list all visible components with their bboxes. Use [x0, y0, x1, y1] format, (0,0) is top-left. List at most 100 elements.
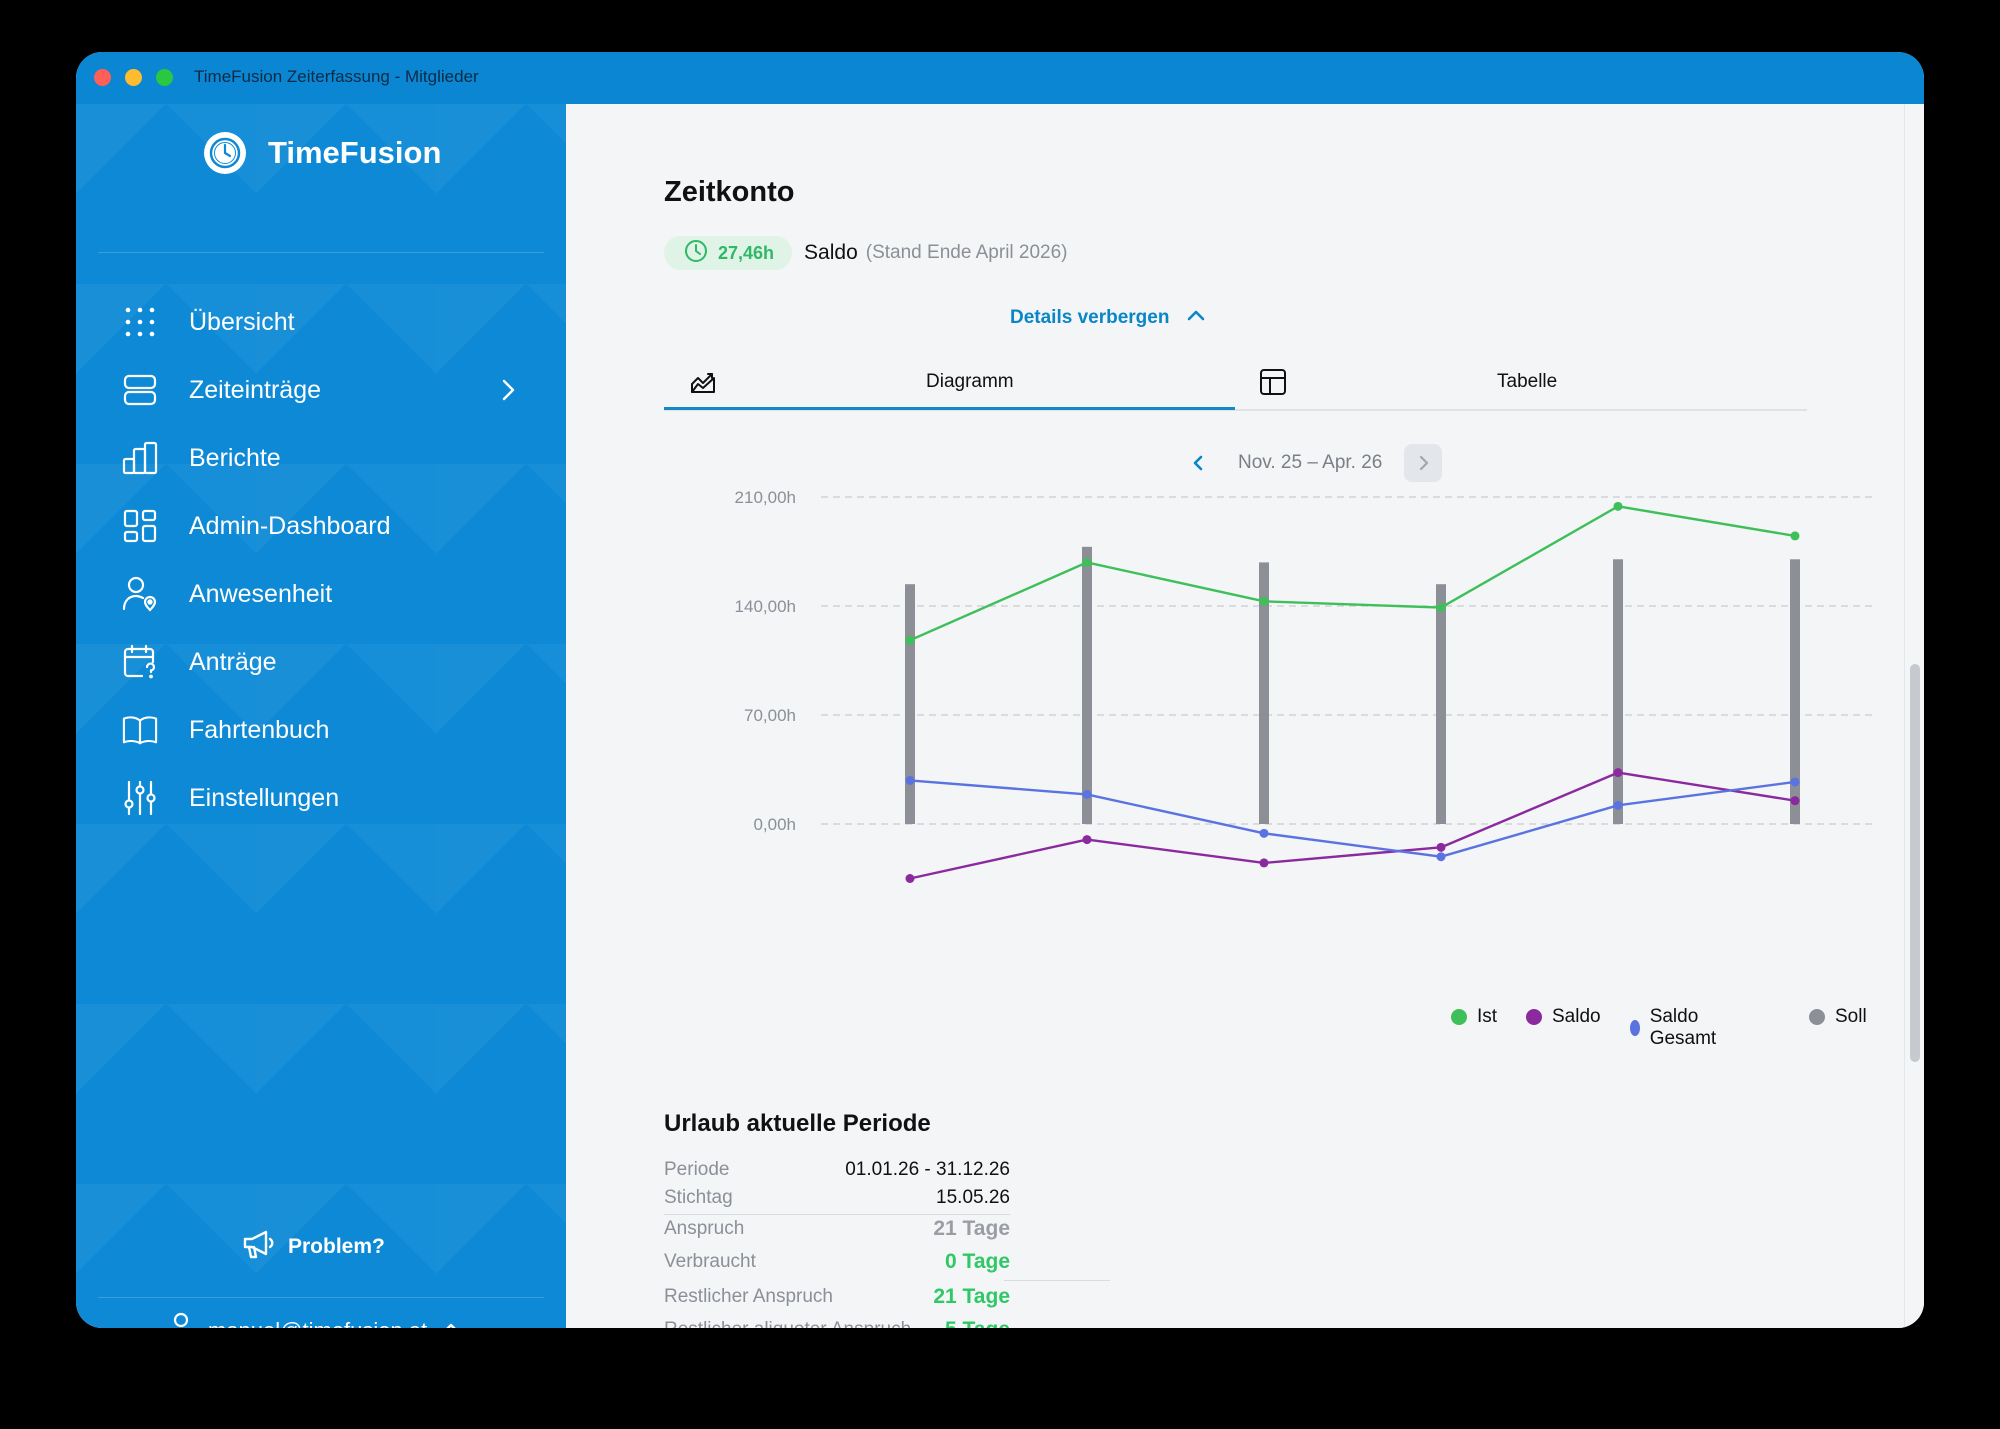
clock-icon	[684, 239, 708, 268]
sidebar-divider	[98, 252, 544, 253]
y-tick-label: 0,00h	[753, 815, 796, 834]
tab-bar	[664, 409, 1807, 411]
vacation-divider	[664, 1214, 1010, 1215]
user-menu[interactable]: manuel@timefusion.at	[168, 1312, 461, 1328]
vacation-key: Periode	[664, 1159, 730, 1180]
legend-item-ist[interactable]: Ist	[1451, 1006, 1497, 1028]
legend-swatch	[1809, 1009, 1825, 1025]
bar-soll	[1082, 546, 1092, 824]
saldo-summary: 27,46h Saldo (Stand Ende April 2026)	[664, 236, 1068, 270]
bar-chart-icon	[122, 440, 158, 476]
bar-soll	[1790, 559, 1800, 824]
series-line-saldo-gesamt	[909, 779, 1796, 858]
vacation-value: 21 Tage	[933, 1285, 1010, 1308]
megaphone-icon	[242, 1229, 276, 1265]
sidebar-item-label: Übersicht	[189, 307, 295, 336]
title-bar: TimeFusion Zeiterfassung - Mitglieder	[76, 52, 1924, 104]
problem-button[interactable]: Problem?	[242, 1229, 385, 1265]
user-icon	[168, 1312, 194, 1328]
data-point-saldo-gesamt	[1790, 777, 1800, 787]
data-point-saldo	[1613, 768, 1623, 778]
vacation-row: Stichtag 15.05.26	[664, 1187, 1010, 1209]
brand[interactable]: TimeFusion	[204, 132, 441, 174]
sidebar-item-fahrtenbuch[interactable]: Fahrtenbuch	[122, 702, 522, 758]
prev-range-button[interactable]	[1180, 445, 1216, 481]
data-point-saldo	[1436, 842, 1446, 852]
user-location-icon	[122, 576, 158, 612]
legend-label: Ist	[1477, 1006, 1498, 1027]
vacation-row: Periode 01.01.26 - 31.12.26	[664, 1159, 1010, 1181]
series-line-saldo	[909, 771, 1796, 880]
sidebar-item-label: Zeiteinträge	[189, 375, 322, 404]
date-range-navigator: Nov. 25 – Apr. 26	[1180, 444, 1443, 482]
bar-soll	[1259, 562, 1269, 824]
sidebar: TimeFusion Übersicht Zeiteinträge	[76, 104, 566, 1328]
legend-item-saldo[interactable]: Saldo	[1526, 1006, 1601, 1028]
app-window: TimeFusion Zeiterfassung - Mitglieder Ti…	[76, 52, 1924, 1328]
zoom-window-button[interactable]	[156, 69, 173, 86]
line-chart-icon	[690, 368, 716, 400]
grid-dots-icon	[122, 304, 158, 340]
page-title: Zeitkonto	[664, 176, 795, 208]
sidebar-item-anwesenheit[interactable]: Anwesenheit	[122, 566, 522, 622]
bar-soll	[905, 584, 915, 824]
sidebar-item-admin-dashboard[interactable]: Admin-Dashboard	[122, 498, 522, 554]
sidebar-item-label: Admin-Dashboard	[189, 511, 391, 540]
saldo-value: 27,46h	[718, 242, 775, 263]
legend-item-saldo-gesamt[interactable]: Saldo Gesamt	[1630, 1006, 1723, 1050]
vacation-key: Restlicher Anspruch	[664, 1286, 833, 1307]
vacation-row: Restlicher Anspruch 21 Tage	[664, 1285, 1010, 1309]
y-tick-label: 210,00h	[735, 488, 796, 507]
vacation-divider	[1004, 1280, 1110, 1281]
problem-label: Problem?	[288, 1235, 385, 1258]
sidebar-item-uebersicht[interactable]: Übersicht	[122, 294, 522, 350]
vacation-title: Urlaub aktuelle Periode	[664, 1110, 931, 1137]
data-point-saldo	[905, 874, 915, 883]
close-window-button[interactable]	[94, 69, 111, 86]
vacation-key: Anspruch	[664, 1218, 745, 1239]
brand-name: TimeFusion	[268, 135, 442, 170]
chevron-up-icon	[1185, 304, 1207, 332]
active-tab-indicator	[664, 407, 1235, 410]
book-icon	[122, 712, 158, 748]
legend-swatch	[1451, 1009, 1467, 1025]
data-point-saldo-gesamt	[1082, 789, 1092, 799]
minimize-window-button[interactable]	[125, 69, 142, 86]
sliders-icon	[122, 780, 158, 816]
scrollbar[interactable]	[1904, 104, 1924, 1328]
saldo-label: Saldo	[804, 241, 858, 264]
legend-label: Soll	[1835, 1006, 1867, 1027]
sidebar-item-label: Berichte	[189, 443, 281, 472]
sidebar-item-zeiteintraege[interactable]: Zeiteinträge	[122, 362, 522, 418]
sidebar-item-einstellungen[interactable]: Einstellungen	[122, 770, 522, 826]
details-toggle-label: Details verbergen	[1010, 307, 1170, 328]
vacation-value: 01.01.26 - 31.12.26	[845, 1159, 1010, 1180]
calendar-question-icon	[122, 644, 158, 680]
data-point-ist	[1790, 531, 1800, 541]
scrollbar-thumb[interactable]	[1910, 664, 1920, 1062]
sidebar-item-berichte[interactable]: Berichte	[122, 430, 522, 486]
sidebar-item-antraege[interactable]: Anträge	[122, 634, 522, 690]
window-title: TimeFusion Zeiterfassung - Mitglieder	[194, 67, 479, 86]
sidebar-item-label: Fahrtenbuch	[189, 715, 330, 744]
data-point-saldo	[1259, 858, 1269, 868]
legend-label: Saldo Gesamt	[1649, 1006, 1717, 1049]
date-range-label: Nov. 25 – Apr. 26	[1238, 452, 1383, 473]
clock-logo-icon	[204, 132, 246, 174]
dashboard-icon	[122, 508, 158, 544]
series-line-ist	[909, 505, 1796, 642]
tab-diagramm[interactable]: Diagramm	[664, 354, 1235, 410]
data-point-ist	[1082, 557, 1092, 567]
y-tick-label: 70,00h	[744, 706, 796, 725]
tab-label: Diagramm	[926, 371, 1014, 392]
sidebar-item-label: Einstellungen	[189, 783, 340, 812]
sidebar-divider	[98, 1297, 544, 1298]
legend-item-soll[interactable]: Soll	[1809, 1006, 1867, 1028]
sidebar-item-label: Anträge	[189, 647, 277, 676]
vacation-key: Stichtag	[664, 1187, 733, 1208]
details-toggle[interactable]: Details verbergen	[1010, 304, 1207, 332]
tab-tabelle[interactable]: Tabelle	[1235, 354, 1807, 410]
chevron-right-icon	[494, 376, 522, 411]
next-range-button[interactable]	[1404, 444, 1443, 482]
